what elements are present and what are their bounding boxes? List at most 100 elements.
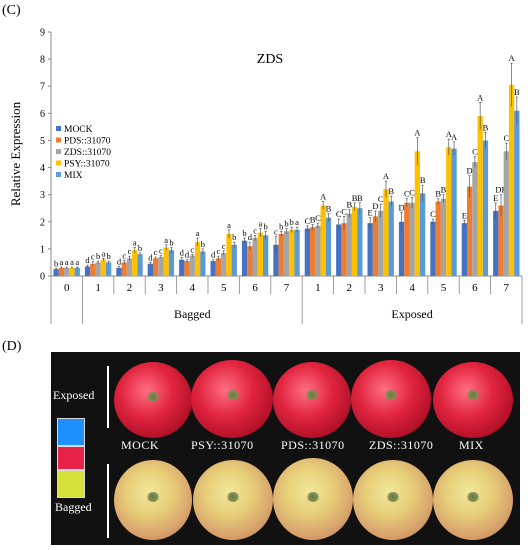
bar: [100, 259, 107, 276]
significance-label: C: [315, 213, 321, 223]
bagged-label: Bagged: [55, 500, 92, 514]
legend-label: PDS::31070: [64, 137, 111, 147]
significance-label: B: [483, 122, 489, 132]
significance-label: b: [279, 221, 283, 231]
bar: [446, 147, 452, 276]
bar: [132, 250, 138, 276]
significance-label: c: [274, 227, 278, 237]
significance-label: a: [70, 257, 74, 267]
significance-label: B: [435, 189, 441, 199]
bar: [231, 244, 237, 276]
bar: [64, 267, 70, 276]
y-tick-label: 8: [40, 55, 45, 66]
y-tick-label: 7: [40, 82, 45, 93]
bar: [257, 232, 264, 276]
y-tick-label: 4: [40, 163, 45, 174]
bar: [383, 189, 389, 276]
significance-label: D: [398, 202, 404, 212]
legend-swatch: [56, 160, 61, 166]
group-label: Exposed: [391, 307, 432, 321]
significance-label: c: [154, 247, 158, 257]
significance-label: A: [320, 191, 327, 201]
significance-label: C: [378, 194, 384, 204]
significance-label: A: [509, 53, 516, 63]
apple-exposed-mix: [433, 362, 513, 438]
stem-icon: [226, 492, 240, 502]
significance-label: A: [477, 92, 484, 102]
stem-icon: [146, 492, 160, 502]
bar: [194, 242, 201, 276]
apple-label-mix: MIX: [459, 438, 484, 452]
significance-label: b: [201, 239, 205, 249]
significance-label: b: [54, 258, 58, 268]
apple-photo: Exposed Bagged MOCK PSY::31070 PDS::3107…: [51, 352, 520, 545]
significance-label: C: [503, 133, 509, 143]
x-tick-label: 0: [64, 282, 70, 294]
x-tick-label: 1: [95, 282, 101, 294]
bar: [440, 198, 447, 276]
legend-label: MOCK: [64, 125, 93, 135]
bar: [121, 262, 127, 276]
bar: [168, 250, 175, 276]
apple-exposed-mock: [114, 362, 192, 438]
bar: [283, 231, 290, 276]
bar: [278, 233, 284, 276]
bar: [84, 266, 91, 276]
bar: [58, 267, 65, 276]
significance-label: b: [232, 232, 236, 242]
significance-label: D: [467, 166, 473, 176]
x-tick-label: 6: [472, 282, 478, 294]
significance-label: a: [196, 228, 200, 238]
legend-swatch: [56, 137, 61, 143]
bar: [477, 116, 483, 277]
significance-label: c: [222, 241, 226, 251]
significance-label: A: [451, 132, 458, 142]
apple-label-zds: ZDS::31070: [369, 438, 434, 452]
bar: [398, 221, 405, 276]
bar: [409, 202, 415, 276]
apple-exposed-pds: [273, 362, 351, 438]
x-tick-label: 6: [252, 282, 258, 294]
bar: [179, 259, 185, 276]
significance-label: a: [258, 219, 262, 229]
bar: [69, 267, 75, 276]
bar: [221, 252, 227, 276]
x-tick-label: 1: [315, 282, 321, 294]
bar: [252, 238, 258, 276]
significance-label: c: [253, 225, 257, 235]
significance-label: d: [180, 248, 185, 258]
stem-icon: [146, 392, 160, 402]
stem-icon: [384, 390, 398, 400]
y-tick-label: 0: [40, 272, 45, 283]
y-tick-label: 5: [40, 136, 45, 147]
bar: [336, 224, 342, 276]
bar: [351, 206, 358, 276]
bar: [466, 186, 473, 276]
significance-label: DE: [495, 185, 506, 195]
significance-label: c: [122, 250, 126, 260]
significance-label: c: [128, 246, 132, 256]
bar: [378, 210, 384, 276]
apple-bagged-mix: [433, 460, 513, 540]
legend-swatch: [56, 172, 61, 177]
bar: [215, 258, 222, 276]
bar: [106, 262, 112, 276]
plot-area: 0 1 2 3 4 5 6 7 8 9 Relative Expression ZDS 0 1 2 3 4 5 6 7…: [8, 28, 523, 324]
significance-label: d: [148, 252, 153, 262]
bar: [493, 210, 499, 276]
x-tick-label: 5: [221, 282, 227, 294]
bar: [184, 261, 190, 276]
y-tick-label: 3: [40, 190, 45, 201]
significance-label: d: [85, 255, 90, 265]
x-tick-label: 3: [158, 282, 164, 294]
legend-label: MIX: [64, 171, 83, 181]
significance-label: B: [357, 193, 363, 203]
x-tick-label: 5: [441, 282, 447, 294]
bar: [461, 223, 467, 276]
significance-label: d: [117, 257, 122, 267]
significance-label: C: [305, 216, 311, 226]
exposed-divider: [107, 366, 109, 428]
stem-icon: [466, 492, 480, 502]
significance-label: c: [159, 246, 163, 256]
y-tick-label: 2: [40, 217, 45, 228]
